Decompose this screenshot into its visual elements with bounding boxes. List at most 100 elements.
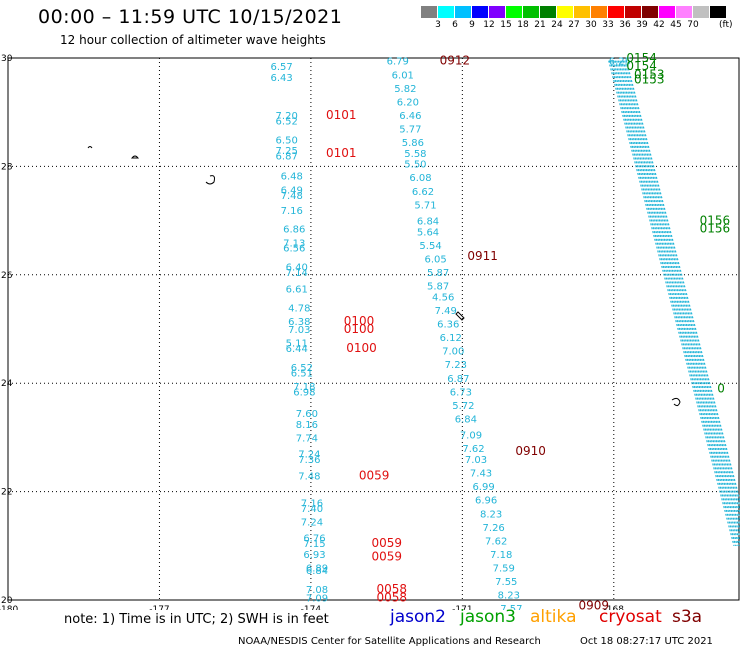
jason3-data-label: 7.24 [298, 450, 320, 461]
y-tick-label: 28 [1, 162, 13, 172]
jason3-data-label: 7.00 [442, 347, 464, 358]
jason3-data-label: 6.56 [283, 244, 305, 255]
scale-tick-label: 3 [435, 20, 441, 30]
jason3-data-label: 6.38 [288, 317, 310, 328]
jason3-data-label: 7.24 [301, 517, 323, 528]
island-shape [455, 311, 465, 321]
jason2-data-label: 0 [717, 382, 725, 396]
jason3-data-label: 7.16 [281, 206, 303, 217]
jason3-data-label: 4.56 [432, 292, 454, 303]
scale-unit-label: (ft) [719, 20, 733, 30]
scale-tick-label: 30 [585, 20, 597, 30]
jason3-data-label: 7.13 [283, 238, 305, 249]
dense-track-line [617, 60, 740, 535]
dense-track-band [608, 60, 740, 546]
jason3-data-label: 7.49 [435, 306, 457, 317]
y-tick-label: 30 [1, 54, 13, 64]
x-tick-label: -174 [301, 605, 322, 610]
jason3-data-label: 5.64 [417, 227, 439, 238]
dense-track-line [619, 60, 740, 529]
scale-tick-label: 36 [619, 20, 631, 30]
jason3-data-label: 6.61 [286, 284, 308, 295]
s3a-data-label: 0911 [467, 249, 498, 263]
jason3-data-label: 7.15 [303, 539, 325, 550]
jason3-data-label: 6.86 [283, 225, 305, 236]
jason2-data-label: 0156 [700, 214, 731, 228]
x-tick-label: -180 [0, 605, 18, 610]
jason3-data-label: 6.44 [286, 344, 308, 355]
jason3-data-label: 6.98 [293, 387, 315, 398]
legend-altika: altika [530, 607, 577, 627]
jason3-data-label: 7.62 [462, 444, 484, 455]
jason3-data-label: 6.87 [447, 374, 469, 385]
jason3-data-label: 6.05 [424, 255, 446, 266]
jason3-data-label: 5.54 [419, 241, 441, 252]
dense-track-line [612, 60, 740, 546]
jason3-data-label: 6.96 [475, 496, 497, 507]
cryosat-data-label: 0101 [326, 108, 357, 122]
jason3-data-label: 6.87 [276, 152, 298, 163]
jason3-data-label: 6.48 [281, 172, 303, 183]
jason3-data-label: 6.52 [276, 116, 298, 127]
y-tick-label: 26 [1, 271, 13, 281]
jason3-data-label: 8.16 [296, 420, 318, 431]
jason3-data-label: 7.36 [298, 455, 320, 466]
jason3-data-label: 7.48 [281, 191, 303, 202]
legend-s3a: s3a [672, 607, 703, 627]
chart-title: 00:00 – 11:59 UTC 10/15/2021 [38, 6, 343, 28]
jason2-data-label: 0154 [626, 51, 657, 65]
y-tick-label: 22 [1, 488, 12, 498]
scale-swatch [608, 6, 624, 18]
jason3-data-label: 6.40 [286, 263, 308, 274]
jason3-data-label: 6.99 [472, 482, 494, 493]
scale-tick-label: 21 [534, 20, 546, 30]
island-shape [671, 397, 681, 407]
jason3-data-label: 6.01 [392, 70, 414, 81]
jason3-data-label: 4.78 [288, 303, 310, 314]
scale-swatch [591, 6, 607, 18]
island-shape [205, 175, 215, 185]
jason3-data-label: 7.48 [298, 471, 320, 482]
jason3-data-label: 6.84 [455, 414, 477, 425]
scale-tick-label: 33 [602, 20, 614, 30]
island-shape [87, 146, 93, 149]
jason3-data-label: 7.55 [495, 577, 517, 588]
jason3-data-label: 6.08 [409, 173, 431, 184]
scale-swatch [659, 6, 675, 18]
scale-swatch [506, 6, 522, 18]
jason3-data-label: 5.71 [414, 200, 436, 211]
jason3-data-label: 6.76 [303, 534, 325, 545]
scale-swatch [676, 6, 692, 18]
cryosat-data-label: 0101 [326, 146, 357, 160]
jason3-data-label: 7.25 [276, 146, 298, 157]
jason3-data-label: 6.93 [303, 550, 325, 561]
wave-height-map: -180-177-174-171-168-162022242628306.576… [0, 51, 740, 610]
jason3-data-label: 6.50 [276, 135, 298, 146]
cryosat-data-label: 0059 [371, 550, 402, 564]
jason3-data-label: 6.79 [387, 57, 409, 68]
dense-track-line [624, 60, 740, 510]
jason3-data-label: 7.20 [276, 111, 298, 122]
s3a-data-label: 0912 [440, 54, 471, 68]
jason3-data-label: 6.51 [291, 368, 313, 379]
jason3-data-label: 6.20 [397, 97, 419, 108]
jason3-data-label: 6.84 [417, 217, 439, 228]
legend-cryosat: cryosat [599, 607, 662, 627]
scale-swatch [455, 6, 471, 18]
cryosat-data-label: 0100 [344, 314, 375, 328]
jason3-data-label: 8.23 [480, 509, 502, 520]
jason3-data-label: 7.74 [296, 433, 318, 444]
jason2-data-label: 0153 [634, 67, 665, 81]
footer-credit: NOAA/NESDIS Center for Satellite Applica… [238, 636, 541, 647]
jason3-data-label: 5.82 [394, 84, 416, 95]
jason3-data-label: 5.87 [427, 282, 449, 293]
cryosat-data-label: 0059 [359, 468, 390, 482]
scale-swatch [489, 6, 505, 18]
dense-track-line [611, 60, 738, 546]
scale-tick-label: 24 [551, 20, 563, 30]
cryosat-data-label: 0058 [377, 590, 408, 604]
jason3-data-label: 8.23 [498, 591, 520, 602]
jason3-data-label: 6.43 [271, 73, 293, 84]
jason3-data-label: 7.59 [493, 563, 515, 574]
jason2-data-label: 0156 [700, 222, 731, 236]
